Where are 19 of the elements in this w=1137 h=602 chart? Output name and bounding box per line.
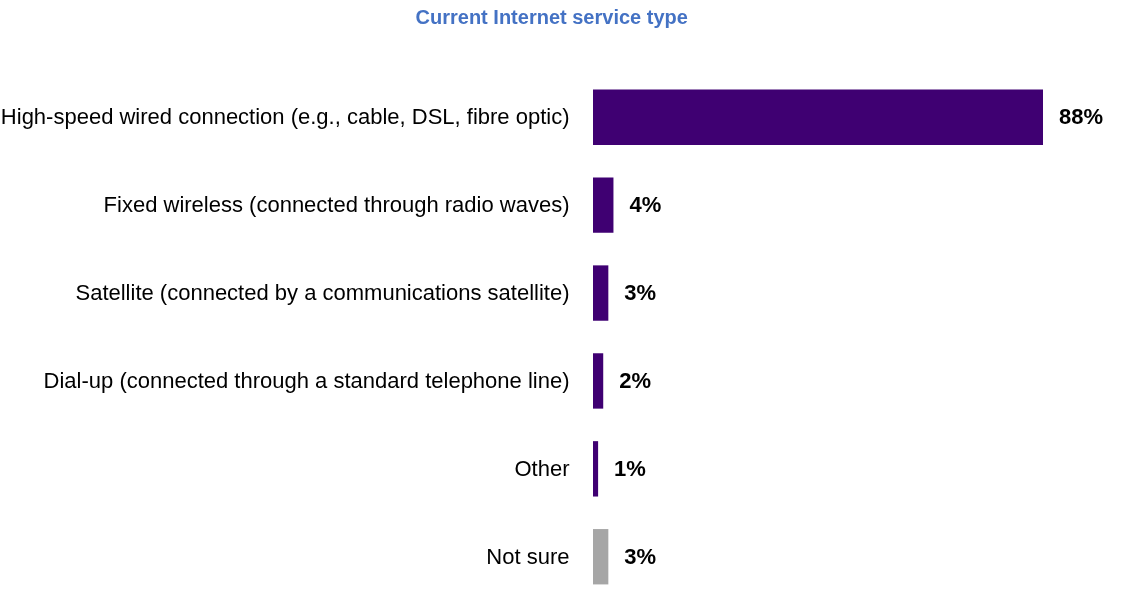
y-tick-label: Dial-up (connected through a standard telephone line): [43, 367, 570, 393]
data-label: 3%: [624, 543, 657, 569]
y-tick-label: Not sure: [486, 543, 570, 569]
bar: [593, 177, 614, 233]
data-label: 1%: [614, 455, 646, 481]
y-tick-label: High-speed wired connection (e.g., cable, DSL, fibre optic): [0, 104, 570, 130]
data-label: 88%: [1059, 104, 1104, 130]
y-tick-label: Other: [514, 455, 570, 481]
bar: [593, 353, 604, 409]
bar: [593, 89, 1043, 145]
data-label: 4%: [629, 192, 662, 218]
chart-title: Current Internet service type: [415, 6, 688, 28]
data-label: 2%: [619, 367, 652, 393]
y-tick-label: Fixed wireless (connected through radio waves): [103, 192, 570, 218]
data-label: 3%: [624, 280, 657, 306]
y-tick-label: Satellite (connected by a communications satellite): [75, 280, 570, 306]
bar: [593, 441, 599, 497]
bar: [593, 265, 609, 321]
bar: [593, 529, 609, 585]
